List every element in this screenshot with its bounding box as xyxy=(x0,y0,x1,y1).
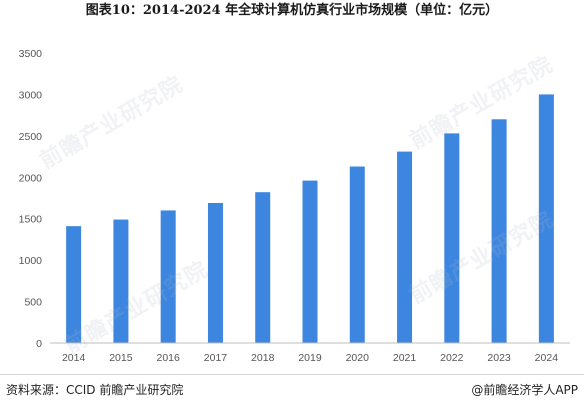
x-tick-label: 2018 xyxy=(251,352,275,364)
bar xyxy=(207,202,223,343)
y-tick-label: 0 xyxy=(36,338,42,350)
y-tick-label: 2500 xyxy=(19,131,43,143)
x-tick-label: 2023 xyxy=(487,352,511,364)
x-tick-label: 2024 xyxy=(535,352,559,364)
brand-credit: @前瞻经济学人APP xyxy=(471,381,578,398)
chart-title: 图表10：2014-2024 年全球计算机仿真行业市场规模（单位：亿元） xyxy=(85,3,499,18)
bar xyxy=(397,151,413,343)
x-tick-label: 2019 xyxy=(298,352,322,364)
y-tick-label: 2000 xyxy=(19,172,43,184)
bar xyxy=(160,210,176,343)
bar xyxy=(538,94,554,343)
bar xyxy=(113,219,129,343)
x-tick-label: 2021 xyxy=(393,352,417,364)
y-tick-label: 1500 xyxy=(19,214,43,226)
x-tick-label: 2014 xyxy=(62,352,86,364)
y-tick-label: 500 xyxy=(24,297,42,309)
x-tick-label: 2020 xyxy=(346,352,370,364)
y-tick-label: 1000 xyxy=(19,255,43,267)
x-tick-label: 2016 xyxy=(157,352,181,364)
y-tick-label: 3000 xyxy=(19,89,43,101)
bar xyxy=(66,226,82,343)
bar xyxy=(302,180,318,343)
footer-divider xyxy=(0,374,584,375)
bar xyxy=(349,166,365,343)
bar xyxy=(255,192,271,343)
source-note: 资料来源：CCID 前瞻产业研究院 xyxy=(6,383,184,397)
bar xyxy=(444,133,460,343)
x-tick-label: 2015 xyxy=(109,352,133,364)
x-tick-label: 2017 xyxy=(204,352,228,364)
brand-credit-text: @前瞻经济学人APP xyxy=(471,383,578,397)
bar xyxy=(491,119,507,344)
x-tick-label: 2022 xyxy=(440,352,464,364)
y-tick-label: 3500 xyxy=(19,48,43,60)
